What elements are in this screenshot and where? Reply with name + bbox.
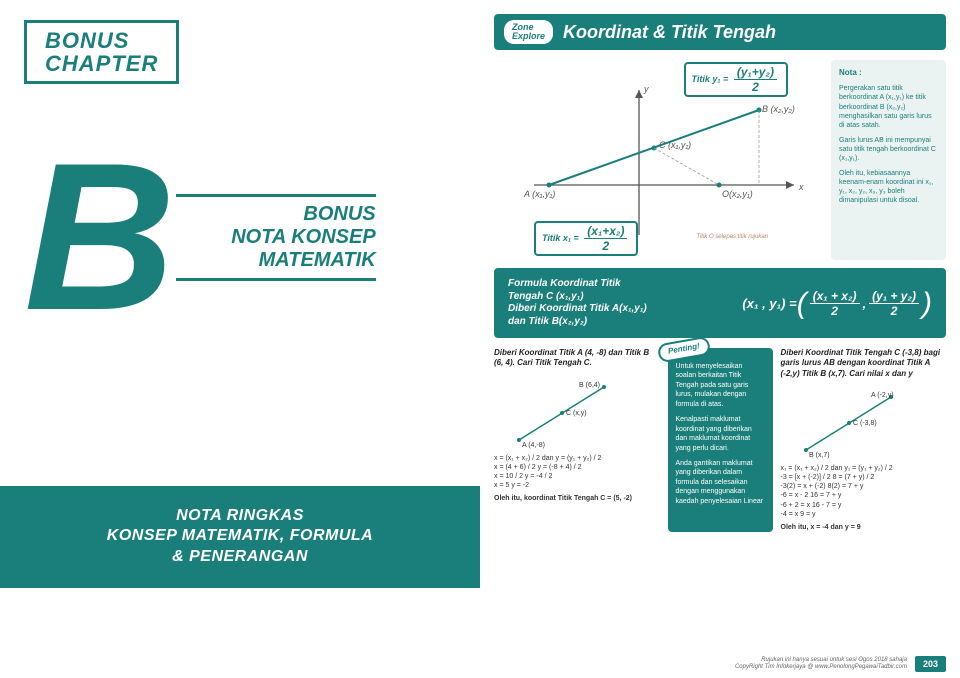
svg-text:y: y <box>643 84 649 94</box>
title-l3: MATEMATIK <box>176 249 376 272</box>
zone-badge: Zone Explore <box>504 20 553 44</box>
left-page: BONUS CHAPTER B BONUS NOTA KONSEP MATEMA… <box>0 0 480 678</box>
svg-text:x: x <box>798 182 804 192</box>
ex2-ans: Oleh itu, x = -4 dan y = 9 <box>781 523 947 532</box>
ex2-graph: A (-2,y) C (-3,8) B (x,7) <box>781 385 911 460</box>
svg-text:B (6,4): B (6,4) <box>579 382 600 389</box>
footer-text: Rujukan ini hanya sesuai untuk sesi Ogos… <box>735 657 907 671</box>
nota-h: Nota : <box>839 68 862 77</box>
tiny-note: Titik O selepas titik rujukan <box>696 234 768 240</box>
penting-p1: Untuk menyelesaikan soalan berkaitan Tit… <box>676 362 765 409</box>
ex1-q: Diberi Koordinat Titik A (4, -8) dan Tit… <box>494 348 660 369</box>
bonus-box-l1: BONUS <box>45 29 158 52</box>
svg-text:B (x,7): B (x,7) <box>809 452 830 459</box>
right-page: Zone Explore Koordinat & Titik Tengah Ti… <box>480 0 960 678</box>
svg-text:A (-2,y): A (-2,y) <box>871 392 894 399</box>
title-l1: BONUS <box>176 203 376 226</box>
zone-title: Koordinat & Titik Tengah <box>563 22 776 43</box>
zone-header: Zone Explore Koordinat & Titik Tengah <box>494 14 946 50</box>
band-l3: & PENERANGAN <box>30 547 450 568</box>
svg-text:A (x₁,y₁): A (x₁,y₁) <box>523 189 555 199</box>
svg-text:A (4,-8): A (4,-8) <box>522 442 545 449</box>
svg-text:C (-3,8): C (-3,8) <box>853 420 877 427</box>
penting-p3: Anda gantikan maklumat yang diberikan da… <box>676 459 765 506</box>
title-l2: NOTA KONSEP <box>176 226 376 249</box>
nota-p3: Oleh itu, kebiasaannya keenam-enam koord… <box>839 169 938 205</box>
nota-p1: Pergerakan satu titik berkoordinat A (x₁… <box>839 84 938 129</box>
penting-box: Penting! Untuk menyelesaikan soalan berk… <box>668 348 773 532</box>
titik-y-box: Titik y₁ = (y₁+y₂)2 <box>684 62 788 97</box>
band-l1: NOTA RINGKAS <box>30 506 450 527</box>
coordinate-area: Titik y₁ = (y₁+y₂)2 x y <box>494 60 946 260</box>
formula-eq: (x₁ , y₁) = ( (x₁ + x₂)2 , (y₁ + y₂)2 ) <box>742 290 932 317</box>
ex2-q: Diberi Koordinat Titik Tengah C (-3,8) b… <box>781 348 947 379</box>
ex2-calc: x₁ = (x₁ + x₂) / 2 dan y₁ = (y₁ + y₂) / … <box>781 464 947 519</box>
penting-p2: Kenalpasti maklumat koordinat yang diber… <box>676 415 765 453</box>
svg-text:C (x₁,y₁): C (x₁,y₁) <box>659 140 691 150</box>
penting-badge: Penting! <box>656 336 710 364</box>
formula-banner: Formula Koordinat Titik Tengah C (x₁,y₁)… <box>494 268 946 338</box>
band-l2: KONSEP MATEMATIK, FORMULA <box>30 526 450 547</box>
svg-text:B (x₂,y₂): B (x₂,y₂) <box>762 104 795 114</box>
svg-text:O(x₂,y₁): O(x₂,y₁) <box>722 189 753 199</box>
example-2: Diberi Koordinat Titik Tengah C (-3,8) b… <box>781 348 947 532</box>
ex1-ans: Oleh itu, koordinat Titik Tengah C = (5,… <box>494 494 660 503</box>
page-number: 203 <box>915 656 946 672</box>
big-b-letter: B <box>24 148 166 327</box>
formula-left: Formula Koordinat Titik Tengah C (x₁,y₁)… <box>508 278 730 328</box>
description-band: NOTA RINGKAS KONSEP MATEMATIK, FORMULA &… <box>0 486 480 588</box>
example-1: Diberi Koordinat Titik A (4, -8) dan Tit… <box>494 348 660 532</box>
ex1-graph: B (6,4) C (x,y) A (4,-8) <box>494 375 624 450</box>
page-footer: Rujukan ini hanya sesuai untuk sesi Ogos… <box>735 656 946 672</box>
nota-p2: Garis lurus AB ini mempunyai satu titik … <box>839 136 938 163</box>
svg-text:C (x,y): C (x,y) <box>566 410 587 417</box>
titik-x-box: Titik x₁ = (x₁+x₂)2 <box>534 221 638 256</box>
bonus-box-l2: CHAPTER <box>45 52 158 75</box>
ex1-calc: x = (x₁ + x₂) / 2 dan y = (y₁ + y₂) / 2 … <box>494 454 660 490</box>
nota-box: Nota : Pergerakan satu titik berkoordina… <box>831 60 946 260</box>
examples-row: Diberi Koordinat Titik A (4, -8) dan Tit… <box>494 348 946 532</box>
big-b-section: B BONUS NOTA KONSEP MATEMATIK <box>24 148 456 327</box>
coordinate-graph: Titik y₁ = (y₁+y₂)2 x y <box>494 60 823 260</box>
bonus-chapter-box: BONUS CHAPTER <box>24 20 179 84</box>
title-block: BONUS NOTA KONSEP MATEMATIK <box>176 188 376 287</box>
